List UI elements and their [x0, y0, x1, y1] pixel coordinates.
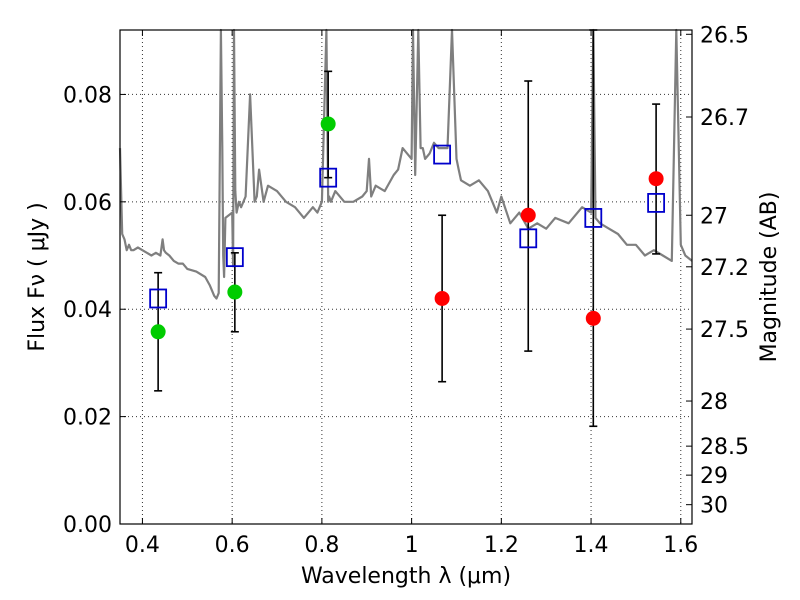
x-tick-label: 1.2 [484, 533, 519, 558]
x-tick-label: 0.6 [215, 533, 250, 558]
y-tick-label: 0.08 [63, 83, 112, 108]
right-tick-label: 27 [700, 204, 728, 229]
model-sed-layer [118, 28, 693, 300]
model-photometry-square [319, 167, 338, 188]
tick-layer: 0.4 0.6 0.8 1 1.2 1.4 1.6 0.00 0.02 0.04 0.06 0.08 2… [63, 23, 749, 558]
y-tick-label: 0.00 [63, 513, 112, 538]
model-sed-line [118, 28, 693, 300]
plot-frame [119, 29, 693, 525]
y-tick-label: 0.06 [63, 191, 112, 216]
y-axis-right-title: Magnitude (AB) [757, 192, 782, 363]
right-tick-label: 28 [700, 390, 728, 415]
red-point [520, 207, 536, 223]
model-photometry-square [584, 208, 603, 228]
model-photometry-square [225, 247, 244, 268]
y-axis-title: Flux Fν ( μJy ) [25, 202, 50, 351]
red-point [434, 290, 450, 306]
model-photometry-square [149, 288, 168, 309]
y-tick-label: 0.04 [63, 298, 112, 323]
right-tick-label: 30 [700, 494, 728, 519]
x-tick-label: 1.4 [574, 533, 609, 558]
right-tick-label: 27.2 [700, 256, 749, 281]
green-point [227, 284, 243, 300]
x-tick-label: 0.8 [304, 533, 339, 558]
model-photometry-square [433, 144, 452, 165]
errorbar-layer [154, 29, 661, 428]
right-tick-label: 29 [700, 464, 728, 489]
model-photometry-square [647, 192, 666, 213]
x-tick-label: 1.6 [663, 533, 698, 558]
right-tick-label: 26.5 [700, 23, 749, 48]
right-tick-label: 27.5 [700, 318, 749, 343]
model-photometry-square [519, 228, 538, 249]
y-tick-label: 0.02 [63, 406, 112, 431]
x-tick-label: 1 [405, 533, 419, 558]
x-tick-label: 0.4 [125, 533, 160, 558]
right-tick-label: 28.5 [700, 435, 749, 460]
red-point [585, 310, 601, 326]
green-point [150, 324, 166, 340]
green-point [320, 116, 336, 132]
marker-layer [149, 116, 666, 340]
right-tick-label: 26.7 [700, 106, 749, 131]
red-point [648, 171, 664, 187]
x-axis-title: Wavelength λ (μm) [301, 564, 511, 589]
grid [120, 30, 692, 524]
